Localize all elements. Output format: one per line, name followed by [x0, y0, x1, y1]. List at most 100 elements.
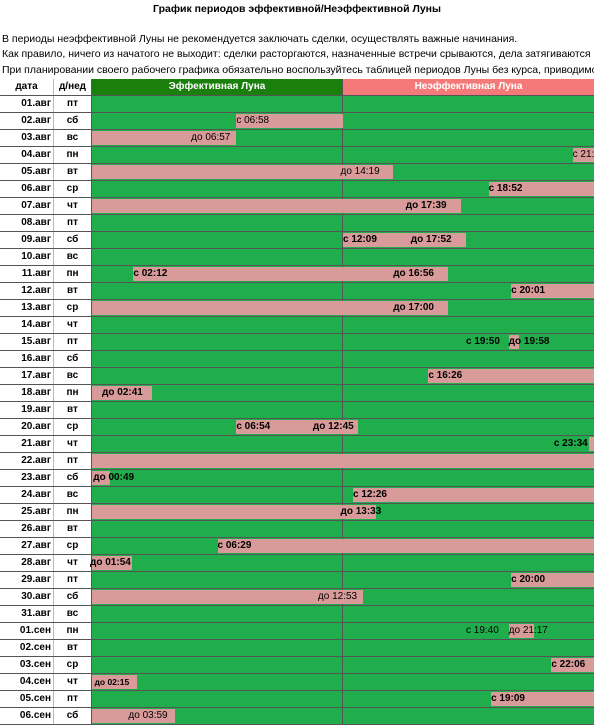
ineffective-cell — [343, 470, 594, 486]
period-time-label: с 06:29 — [218, 538, 252, 554]
row-weekday: вс — [54, 487, 92, 503]
row-weekday: чт — [54, 436, 92, 452]
row-date: 25.авг — [0, 504, 54, 520]
moon-schedule-table: дата д/нед Эффективная Луна Неэффективна… — [0, 79, 594, 725]
period-time-label: с 18:52 — [489, 181, 523, 197]
row-date: 02.авг — [0, 113, 54, 129]
effective-cell — [92, 521, 343, 537]
period-time-label: до 19:58 — [509, 334, 550, 350]
row-weekday: чт — [54, 674, 92, 690]
note-line-1: В периоды неэффективной Луны не рекоменд… — [2, 33, 594, 45]
row-weekday: сб — [54, 351, 92, 367]
row-date: 27.авг — [0, 538, 54, 554]
row-weekday: вт — [54, 521, 92, 537]
period-time-label: с 12:09 — [343, 232, 377, 248]
row-weekday: вт — [54, 402, 92, 418]
period-time-label: до 03:59 — [128, 708, 167, 724]
period-time-label: с 19:09 — [491, 691, 525, 707]
period-time-label: до 14:19 — [340, 164, 379, 180]
period-time-label: с 21:49 — [573, 147, 594, 163]
row-weekday: вс — [54, 130, 92, 146]
period-time-label: до 17:52 — [411, 232, 452, 248]
effective-cell — [92, 368, 343, 384]
period-time-label: с 22:06 — [551, 657, 585, 673]
period-time-label: с 16:26 — [428, 368, 462, 384]
row-date: 08.авг — [0, 215, 54, 231]
period-time-label: до 01:54 — [90, 555, 131, 571]
row-weekday: вс — [54, 249, 92, 265]
row-weekday: вт — [54, 164, 92, 180]
effective-cell — [92, 640, 343, 656]
row-date: 05.авг — [0, 164, 54, 180]
row-weekday: пн — [54, 385, 92, 401]
ineffective-cell — [343, 385, 594, 401]
period-time-label: с 02:12 — [133, 266, 167, 282]
row-date: 30.авг — [0, 589, 54, 605]
effective-cell — [92, 487, 343, 503]
effective-cell — [92, 147, 343, 163]
row-date: 17.авг — [0, 368, 54, 384]
ineffective-cell — [343, 96, 594, 112]
row-weekday: пт — [54, 453, 92, 469]
ineffective-cell — [343, 215, 594, 231]
ineffective-cell — [343, 640, 594, 656]
row-weekday: чт — [54, 317, 92, 333]
period-time-label: до 00:49 — [93, 470, 134, 486]
row-weekday: пн — [54, 623, 92, 639]
row-weekday: ср — [54, 538, 92, 554]
row-date: 06.сен — [0, 708, 54, 724]
table-header-row: дата д/нед Эффективная Луна Неэффективна… — [0, 79, 594, 96]
period-time-label: с 12:26 — [353, 487, 387, 503]
period-time-label: до 06:57 — [191, 130, 230, 146]
void-moon-period-bar — [589, 437, 594, 451]
row-date: 29.авг — [0, 572, 54, 588]
page-title: График периодов эффективной/Неэффективно… — [0, 3, 594, 15]
row-date: 31.авг — [0, 606, 54, 622]
row-date: 02.сен — [0, 640, 54, 656]
effective-cell — [92, 436, 343, 452]
ineffective-cell — [343, 555, 594, 571]
row-weekday: пт — [54, 334, 92, 350]
row-date: 05.сен — [0, 691, 54, 707]
row-weekday: сб — [54, 470, 92, 486]
ineffective-cell — [343, 351, 594, 367]
note-line-3: При планировании своего рабочего графика… — [2, 64, 594, 76]
period-time-label: до 17:39 — [406, 198, 447, 214]
ineffective-cell — [343, 317, 594, 333]
void-moon-period-bar — [92, 505, 376, 519]
period-time-label: до 12:45 — [313, 419, 354, 435]
ineffective-cell — [343, 674, 594, 690]
period-time-label: до 21:17 — [509, 623, 548, 639]
row-weekday: вс — [54, 368, 92, 384]
void-moon-period-bar — [218, 539, 594, 553]
effective-cell — [92, 317, 343, 333]
ineffective-cell — [343, 419, 594, 435]
effective-cell — [92, 232, 343, 248]
effective-cell — [92, 691, 343, 707]
effective-cell — [92, 215, 343, 231]
ineffective-cell — [343, 521, 594, 537]
row-date: 01.сен — [0, 623, 54, 639]
period-time-label: с 23:34 — [554, 436, 588, 452]
row-date: 22.авг — [0, 453, 54, 469]
period-time-label: с 20:00 — [511, 572, 545, 588]
row-date: 28.авг — [0, 555, 54, 571]
row-date: 24.авг — [0, 487, 54, 503]
